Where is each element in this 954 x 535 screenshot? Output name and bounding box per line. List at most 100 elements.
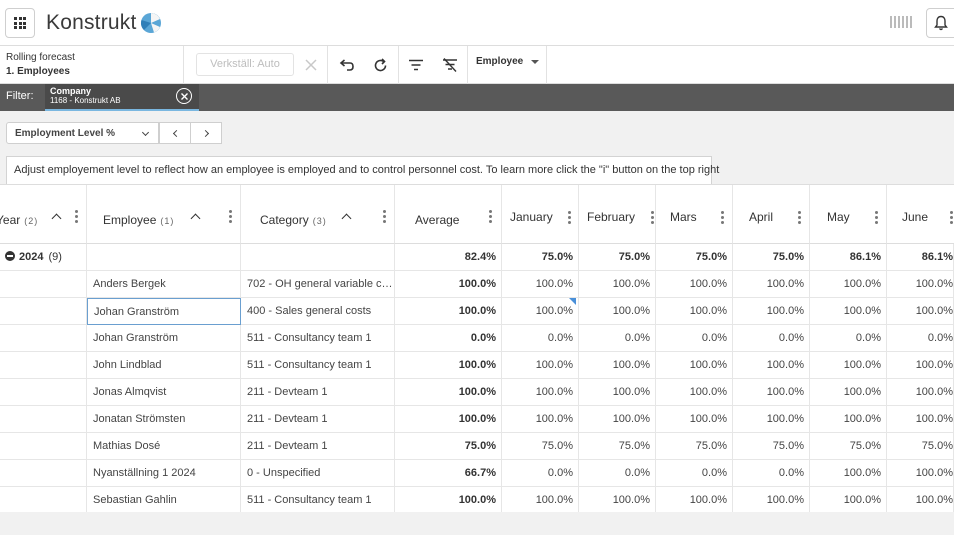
month-value-cell[interactable]: 100.0% — [656, 352, 733, 379]
refresh-button[interactable] — [371, 56, 389, 74]
category-cell[interactable]: 0 - Unspecified — [241, 460, 395, 487]
month-value-cell[interactable]: 0.0% — [579, 325, 656, 352]
column-menu-icon[interactable] — [651, 211, 654, 224]
employee-cell[interactable]: Anders Bergek — [87, 271, 241, 298]
column-menu-icon[interactable] — [950, 211, 953, 224]
month-value-cell[interactable]: 100.0% — [887, 271, 954, 298]
discard-button[interactable] — [302, 56, 320, 74]
month-value-cell[interactable]: 100.0% — [810, 298, 887, 325]
month-value-cell[interactable]: 100.0% — [579, 406, 656, 433]
month-value-cell[interactable]: 0.0% — [887, 325, 954, 352]
column-header-month[interactable]: January — [502, 185, 579, 244]
month-value-cell[interactable]: 100.0% — [502, 379, 579, 406]
month-value-cell[interactable]: 100.0% — [502, 352, 579, 379]
column-header-year[interactable]: Year(2) — [0, 185, 87, 244]
column-menu-icon[interactable] — [875, 211, 878, 224]
month-value-cell[interactable]: 100.0% — [502, 487, 579, 512]
category-cell[interactable]: 211 - Devteam 1 — [241, 406, 395, 433]
month-value-cell[interactable]: 100.0% — [733, 379, 810, 406]
app-menu-button[interactable] — [5, 8, 35, 38]
column-header-month[interactable]: May — [810, 185, 887, 244]
category-cell[interactable]: 511 - Consultancy team 1 — [241, 325, 395, 352]
month-value-cell[interactable]: 0.0% — [656, 460, 733, 487]
month-value-cell[interactable]: 0.0% — [502, 460, 579, 487]
column-header-month[interactable]: Mars — [656, 185, 733, 244]
month-value-cell[interactable]: 100.0% — [579, 352, 656, 379]
month-value-cell[interactable]: 100.0% — [887, 487, 954, 512]
group-toggle[interactable]: 2024 (9) — [0, 244, 87, 271]
column-header-average[interactable]: Average — [395, 185, 502, 244]
column-menu-icon[interactable] — [489, 210, 492, 223]
category-cell[interactable]: 211 - Devteam 1 — [241, 433, 395, 460]
month-value-cell[interactable]: 100.0% — [733, 352, 810, 379]
month-value-cell[interactable]: 0.0% — [810, 325, 887, 352]
employee-cell[interactable]: Nyanställning 1 2024 — [87, 460, 241, 487]
comment-marker-icon[interactable] — [569, 298, 576, 305]
clear-filter-button[interactable] — [441, 56, 459, 74]
undo-button[interactable] — [337, 56, 355, 74]
previous-measure-button[interactable] — [159, 122, 191, 144]
month-value-cell[interactable]: 100.0% — [887, 406, 954, 433]
employee-cell[interactable]: Mathias Dosé — [87, 433, 241, 460]
month-value-cell[interactable]: 0.0% — [656, 325, 733, 352]
category-cell[interactable]: 400 - Sales general costs — [241, 298, 395, 325]
month-value-cell[interactable]: 100.0% — [887, 352, 954, 379]
employee-cell[interactable]: Sebastian Gahlin — [87, 487, 241, 512]
employee-cell[interactable]: Jonas Almqvist — [87, 379, 241, 406]
measure-select[interactable]: Employment Level % — [6, 122, 159, 144]
month-value-cell[interactable]: 100.0% — [887, 379, 954, 406]
month-value-cell[interactable]: 100.0% — [656, 379, 733, 406]
month-value-cell[interactable]: 0.0% — [733, 460, 810, 487]
month-value-cell[interactable]: 100.0% — [502, 406, 579, 433]
month-value-cell[interactable]: 100.0% — [733, 406, 810, 433]
month-value-cell[interactable]: 100.0% — [810, 352, 887, 379]
month-value-cell[interactable]: 100.0% — [810, 406, 887, 433]
employee-cell[interactable]: Johan Granström — [87, 298, 241, 325]
month-value-cell[interactable]: 100.0% — [810, 460, 887, 487]
month-value-cell[interactable]: 75.0% — [656, 433, 733, 460]
column-menu-icon[interactable] — [568, 211, 571, 224]
month-value-cell[interactable]: 75.0% — [887, 433, 954, 460]
dimension-dropdown[interactable]: Employee — [476, 56, 540, 67]
sort-ascending-icon[interactable] — [51, 213, 62, 224]
filter-button[interactable] — [407, 56, 425, 74]
column-menu-icon[interactable] — [798, 211, 801, 224]
column-header-employee[interactable]: Employee (1) — [87, 185, 241, 244]
month-value-cell[interactable]: 75.0% — [733, 433, 810, 460]
filter-chip-company[interactable]: Company 1168 - Konstrukt AB — [45, 84, 199, 111]
month-value-cell[interactable]: 100.0% — [502, 298, 579, 325]
month-value-cell[interactable]: 75.0% — [502, 433, 579, 460]
column-header-category[interactable]: Category (3) — [241, 185, 395, 244]
month-value-cell[interactable]: 75.0% — [810, 433, 887, 460]
month-value-cell[interactable]: 100.0% — [887, 298, 954, 325]
month-value-cell[interactable]: 100.0% — [733, 271, 810, 298]
month-value-cell[interactable]: 100.0% — [656, 487, 733, 512]
notifications-button[interactable] — [926, 8, 954, 38]
category-cell[interactable]: 211 - Devteam 1 — [241, 379, 395, 406]
column-header-month[interactable]: April — [733, 185, 810, 244]
column-menu-icon[interactable] — [229, 210, 232, 223]
employee-cell[interactable]: Johan Granström — [87, 325, 241, 352]
month-value-cell[interactable]: 100.0% — [579, 487, 656, 512]
month-value-cell[interactable]: 100.0% — [810, 271, 887, 298]
month-value-cell[interactable]: 100.0% — [579, 271, 656, 298]
month-value-cell[interactable]: 100.0% — [733, 487, 810, 512]
month-value-cell[interactable]: 0.0% — [733, 325, 810, 352]
month-value-cell[interactable]: 100.0% — [502, 271, 579, 298]
month-value-cell[interactable]: 100.0% — [579, 298, 656, 325]
category-cell[interactable]: 511 - Consultancy team 1 — [241, 352, 395, 379]
employee-cell[interactable]: John Lindblad — [87, 352, 241, 379]
month-value-cell[interactable]: 0.0% — [579, 460, 656, 487]
month-value-cell[interactable]: 100.0% — [656, 298, 733, 325]
month-value-cell[interactable]: 100.0% — [656, 271, 733, 298]
column-menu-icon[interactable] — [721, 211, 724, 224]
next-measure-button[interactable] — [190, 122, 222, 144]
column-header-month[interactable]: June — [887, 185, 954, 244]
employee-cell[interactable]: Jonatan Strömsten — [87, 406, 241, 433]
month-value-cell[interactable]: 75.0% — [579, 433, 656, 460]
apply-auto-button[interactable]: Verkställ: Auto — [196, 53, 294, 76]
category-cell[interactable]: 702 - OH general variable co... — [241, 271, 395, 298]
column-menu-icon[interactable] — [75, 210, 78, 223]
month-value-cell[interactable]: 100.0% — [810, 379, 887, 406]
sort-ascending-icon[interactable] — [190, 213, 201, 224]
